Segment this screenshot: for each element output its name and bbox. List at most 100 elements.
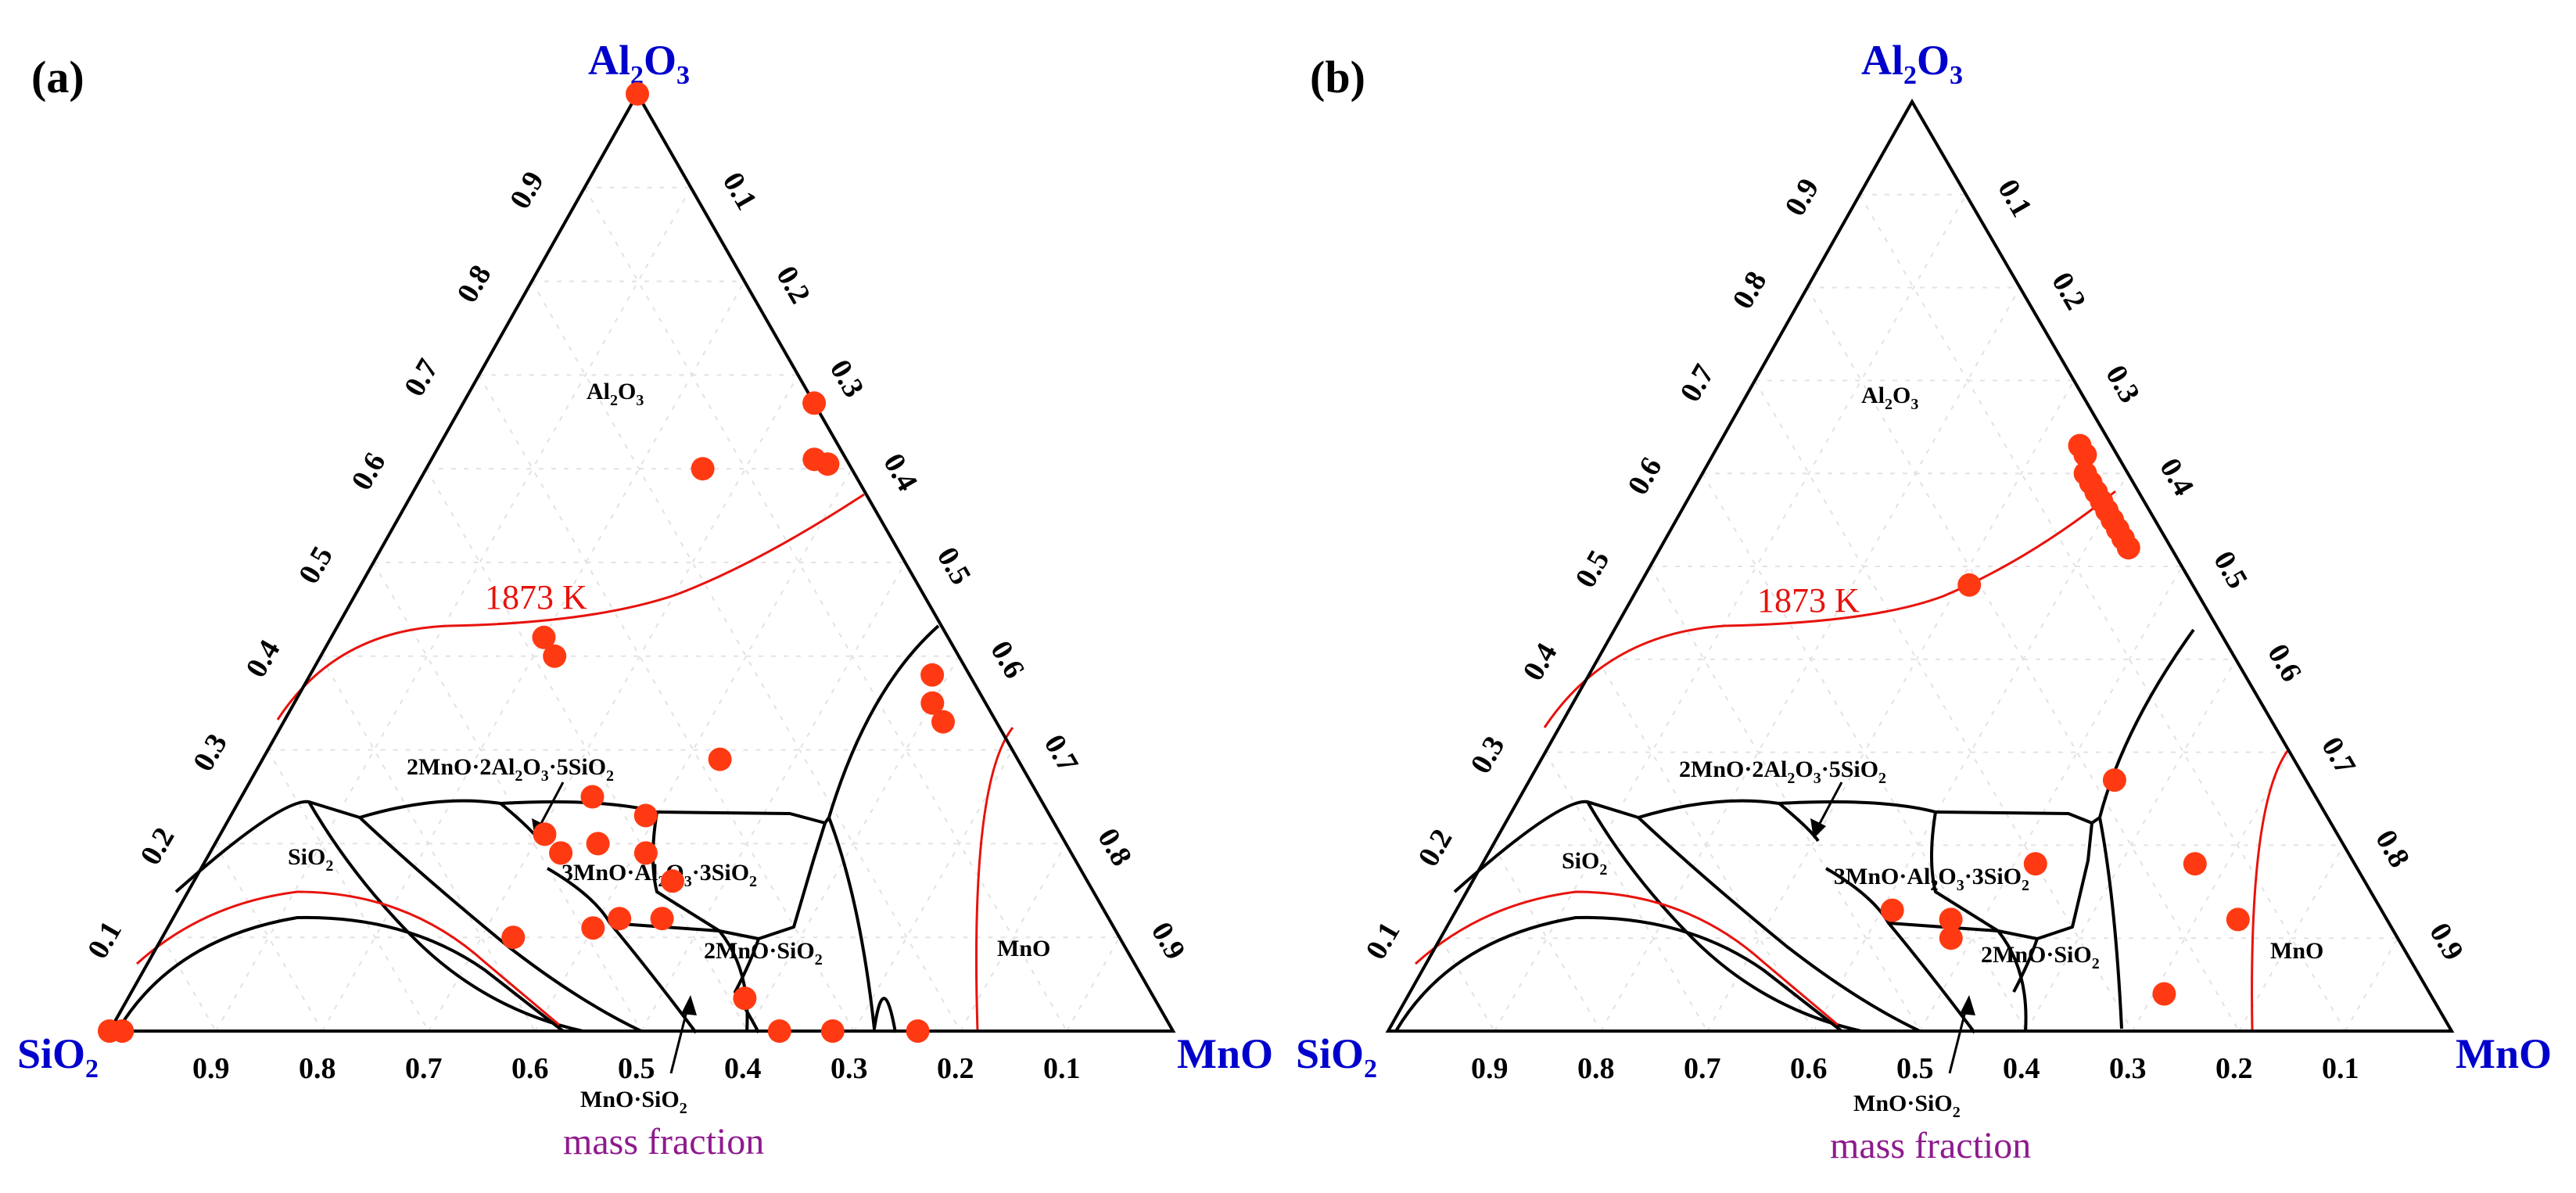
tick-label-bottom: 0.6 <box>511 1052 549 1085</box>
grid-line <box>267 749 429 1032</box>
tick-label-right: 0.4 <box>877 448 924 497</box>
grid-line <box>1066 936 1121 1032</box>
tick-label-right: 0.1 <box>1991 174 2038 222</box>
data-point <box>1957 573 1982 597</box>
phase-label-al2o3: Al2O3 <box>587 379 644 409</box>
data-point <box>2073 443 2097 467</box>
panel-b: (b) Al2O3 SiO2 MnO 1873 K Al2O3 SiO2 MnO… <box>1296 37 2552 1166</box>
vertex-label-al2o3: Al2O3 <box>588 37 690 90</box>
axis-title: mass fraction <box>1830 1125 2031 1166</box>
grid-line <box>583 187 1067 1032</box>
tick-label-left: 0.9 <box>1778 173 1825 221</box>
tick-label-left: 0.5 <box>292 541 339 589</box>
tick-label-bottom: 0.4 <box>2003 1052 2040 1085</box>
phase-label-sio2: SiO2 <box>1562 848 1607 879</box>
grid-line <box>2025 659 2237 1032</box>
panel-label: (b) <box>1310 52 1365 102</box>
phase-label-sio2: SiO2 <box>288 844 333 875</box>
tick-label-left: 0.1 <box>1359 917 1406 965</box>
phase-label-mno-sio2: MnO·SiO2 <box>580 1087 687 1117</box>
data-point <box>580 785 605 809</box>
tick-label-right: 0.4 <box>2153 453 2200 501</box>
isotherm-label: 1873 K <box>1757 581 1860 620</box>
grid-line <box>372 562 642 1032</box>
vertex-label-sio2: SiO2 <box>1296 1030 1377 1083</box>
data-point <box>816 452 840 476</box>
tick-label-left: 0.6 <box>345 447 392 496</box>
tick-label-bottom: 0.2 <box>2215 1052 2253 1085</box>
phase-label-mno: MnO <box>997 936 1050 961</box>
grid-lines <box>161 186 1121 1032</box>
panel-label: (a) <box>31 52 84 102</box>
tick-label-right: 0.3 <box>823 354 870 403</box>
data-point <box>633 841 658 865</box>
tick-label-right: 0.3 <box>2099 360 2146 408</box>
data-point <box>691 457 715 481</box>
grid-line <box>425 468 748 1032</box>
panel-a: (a) Al2O3 SiO2 MnO 1873 K Al2O3 SiO2 MnO <box>17 37 1273 1162</box>
grid-line <box>321 281 745 1032</box>
vertex-label-mno: MnO <box>2456 1030 2552 1077</box>
vertex-label-sio2: SiO2 <box>17 1030 99 1083</box>
tick-label-right: 0.8 <box>1091 823 1138 871</box>
tick-label-left: 0.2 <box>134 822 181 871</box>
data-point <box>626 82 649 106</box>
grid-line <box>640 562 906 1032</box>
grid-line <box>161 936 217 1032</box>
tick-label-left: 0.7 <box>1674 359 1720 408</box>
grid-line <box>1440 937 1495 1032</box>
tick-label-right: 0.7 <box>2315 731 2362 780</box>
data-point <box>608 907 632 931</box>
data-point <box>633 803 658 828</box>
data-point <box>920 663 945 687</box>
tick-label-left: 0.9 <box>504 166 551 214</box>
data-point <box>2152 982 2176 1006</box>
tick-label-right: 0.6 <box>2261 638 2308 687</box>
tick-label-right: 0.1 <box>716 167 763 215</box>
data-point <box>906 1019 930 1043</box>
isotherm-label: 1873 K <box>485 578 587 616</box>
tick-label-bottom: 0.9 <box>1471 1052 1509 1085</box>
isotherm-lines <box>135 493 1014 1032</box>
phase-label-3mno-al2o3-3sio2: 3MnO·Al2O3·3SiO2 <box>1834 864 2029 894</box>
data-point <box>533 822 557 846</box>
phase-label-mno: MnO <box>2270 938 2323 964</box>
data-point <box>110 1019 135 1043</box>
tick-label-bottom: 0.7 <box>405 1052 443 1085</box>
data-point <box>586 832 610 856</box>
tick-label-bottom: 0.3 <box>831 1052 868 1085</box>
grid-line <box>960 843 1067 1032</box>
phase-label-2mno-sio2: 2MnO·SiO2 <box>1981 942 2100 972</box>
grid-line <box>2345 937 2398 1032</box>
data-point <box>708 747 732 771</box>
tick-label-left: 0.8 <box>1726 266 1773 314</box>
data-point <box>1880 898 1904 922</box>
data-point <box>920 691 945 715</box>
data-point <box>581 916 605 940</box>
grid-line <box>1754 379 2133 1032</box>
isotherm-lines <box>1414 490 2289 1032</box>
tick-label-right: 0.2 <box>2045 267 2092 315</box>
tick-label-right: 0.6 <box>984 635 1031 684</box>
tick-label-left: 0.8 <box>450 260 497 308</box>
grid-line <box>1859 194 2346 1032</box>
tick-label-bottom: 0.9 <box>192 1052 230 1085</box>
data-point <box>733 986 757 1011</box>
phase-label-al2o3: Al2O3 <box>1861 383 1918 413</box>
data-point <box>543 644 567 668</box>
tick-label-bottom: 0.1 <box>1043 1052 1081 1085</box>
grid-line <box>853 749 1014 1032</box>
data-point <box>532 625 556 649</box>
tick-label-bottom: 0.8 <box>1577 1052 1615 1085</box>
grid-line <box>1545 752 1708 1032</box>
grid-line <box>1649 566 1921 1032</box>
data-point <box>1939 926 1963 950</box>
tick-label-bottom: 0.3 <box>2109 1052 2147 1085</box>
grid-line <box>478 374 855 1032</box>
data-point <box>767 1019 791 1043</box>
phase-boundaries <box>1394 628 2195 1034</box>
data-point <box>650 907 674 931</box>
data-point <box>2226 907 2250 932</box>
